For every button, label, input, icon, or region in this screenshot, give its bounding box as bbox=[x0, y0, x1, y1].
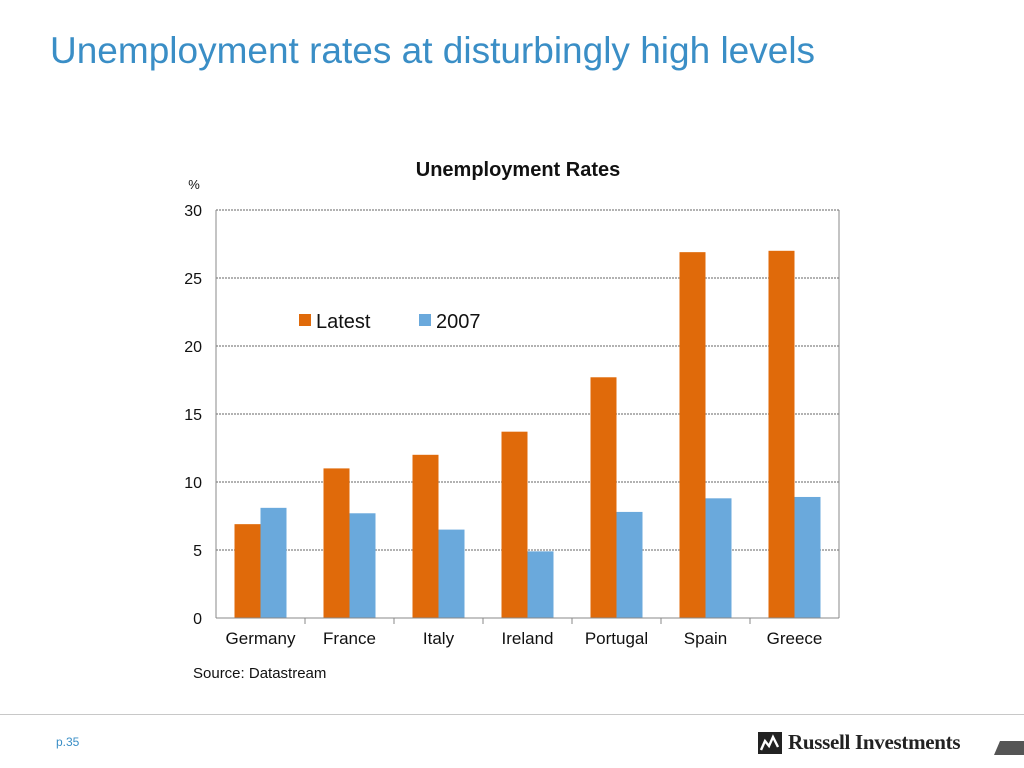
chart-title: Unemployment Rates bbox=[416, 159, 621, 181]
bar-2007-germany bbox=[260, 507, 287, 618]
bar-latest-germany bbox=[234, 524, 261, 618]
y-tick-label: 25 bbox=[184, 271, 202, 288]
bar-latest-greece bbox=[768, 250, 795, 619]
bar-latest-italy bbox=[412, 454, 439, 618]
unemployment-bar-chart: Unemployment Rates % 0 5 10 15 20 25 30 Germany… bbox=[184, 159, 840, 682]
y-tick-label: 5 bbox=[193, 543, 202, 560]
y-tick-label: 15 bbox=[184, 407, 202, 424]
bar-2007-france bbox=[349, 513, 376, 618]
corner-accent-shape bbox=[994, 741, 1024, 755]
y-tick-label: 20 bbox=[184, 339, 202, 356]
x-tick-label: France bbox=[323, 629, 376, 648]
y-axis-label: % bbox=[188, 177, 200, 192]
bar-latest-portugal bbox=[590, 377, 617, 618]
bar-2007-spain bbox=[705, 498, 732, 618]
logo-mark-icon bbox=[758, 731, 782, 754]
bar-2007-italy bbox=[438, 529, 465, 618]
x-tick-label: Portugal bbox=[585, 629, 648, 648]
chart-source: Source: Datastream bbox=[193, 665, 326, 682]
x-tick-label: Italy bbox=[423, 629, 455, 648]
footer-divider bbox=[0, 714, 1024, 715]
russell-investments-logo: Russell Investments bbox=[758, 730, 961, 755]
bar-2007-portugal bbox=[616, 511, 643, 618]
y-tick-label: 10 bbox=[184, 475, 202, 492]
slide-title: Unemployment rates at disturbingly high … bbox=[50, 30, 816, 71]
x-tick-label: Germany bbox=[226, 629, 296, 648]
page-number: p.35 bbox=[56, 735, 80, 749]
legend-swatch-2007 bbox=[419, 314, 431, 326]
legend-label-2007: 2007 bbox=[436, 311, 481, 333]
x-tick-label: Greece bbox=[767, 629, 823, 648]
bar-latest-france bbox=[323, 468, 350, 618]
y-tick-label: 0 bbox=[193, 611, 202, 628]
logo-text: Russell Investments bbox=[788, 730, 961, 754]
legend-swatch-latest bbox=[299, 314, 311, 326]
x-tick-label: Ireland bbox=[502, 629, 554, 648]
bar-latest-ireland bbox=[501, 431, 528, 618]
bar-2007-greece bbox=[794, 496, 821, 618]
legend-label-latest: Latest bbox=[316, 311, 371, 333]
bar-latest-spain bbox=[679, 252, 706, 618]
y-tick-label: 30 bbox=[184, 203, 202, 220]
bar-2007-ireland bbox=[527, 551, 554, 618]
x-tick-label: Spain bbox=[684, 629, 727, 648]
